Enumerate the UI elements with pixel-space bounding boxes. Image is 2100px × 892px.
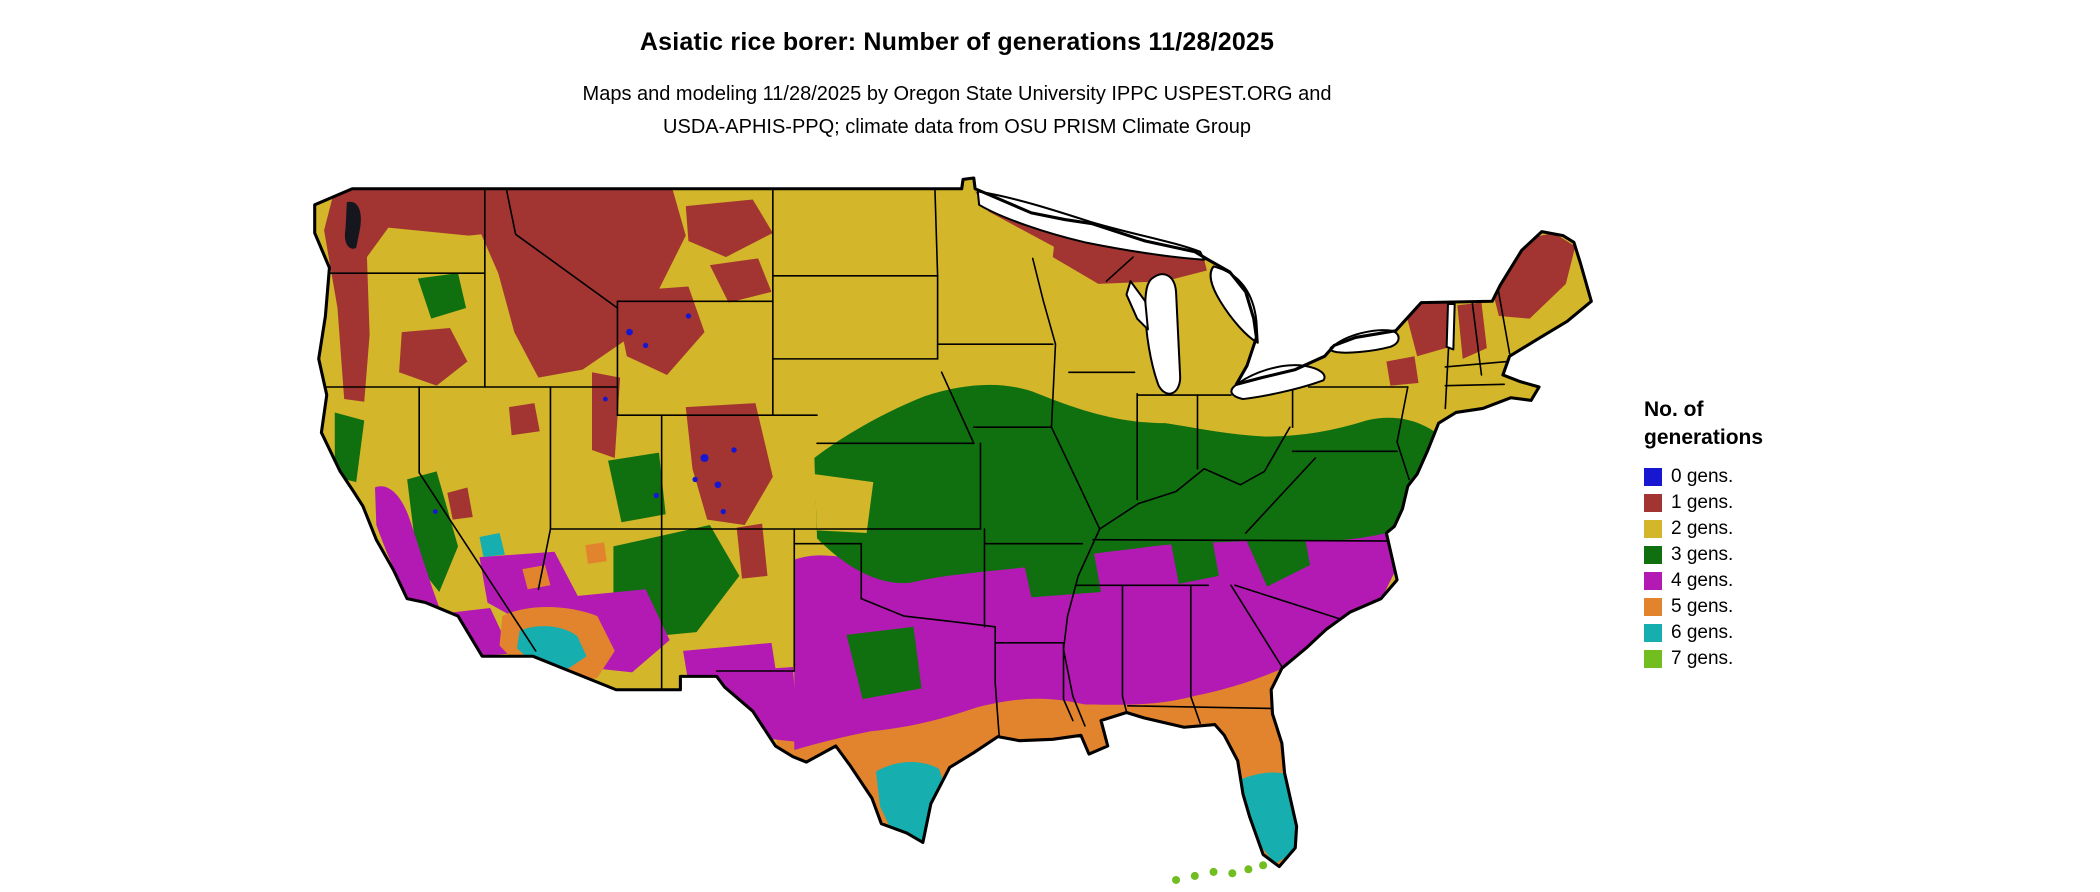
- map-peaks-0-gens: [432, 313, 737, 515]
- legend-item-6-gens: 6 gens.: [1644, 620, 1763, 646]
- legend-label-6-gens: 6 gens.: [1671, 621, 1734, 643]
- legend-swatch-0-gens: [1644, 467, 1662, 486]
- puget-sound: [344, 201, 361, 249]
- legend-swatch-2-gens: [1644, 519, 1662, 538]
- legend-label-2-gens: 2 gens.: [1671, 517, 1734, 539]
- legend-item-2-gens: 2 gens.: [1644, 516, 1763, 542]
- legend-swatch-5-gens: [1644, 597, 1662, 616]
- legend-label-0-gens: 0 gens.: [1671, 465, 1734, 487]
- legend-title: No. of generations: [1644, 396, 1763, 453]
- legend-swatch-6-gens: [1644, 623, 1662, 642]
- legend-swatch-4-gens: [1644, 571, 1662, 590]
- lake-michigan: [1144, 273, 1182, 395]
- us-outline: [313, 176, 1593, 869]
- legend-item-3-gens: 3 gens.: [1644, 542, 1763, 568]
- legend-swatch-7-gens: [1644, 649, 1662, 668]
- legend-swatch-3-gens: [1644, 545, 1662, 564]
- lake-erie: [1230, 364, 1326, 401]
- legend-swatch-1-gens: [1644, 493, 1662, 512]
- map-patch-2-gens-sw-kansas: [814, 474, 874, 534]
- subtitle: Maps and modeling 11/28/2025 by Oregon S…: [0, 78, 1914, 144]
- page-title: Asiatic rice borer: Number of generation…: [639, 28, 1275, 56]
- legend-label-4-gens: 4 gens.: [1671, 569, 1734, 591]
- legend-item-5-gens: 5 gens.: [1644, 594, 1763, 620]
- subtitle-line-1: Maps and modeling 11/28/2025 by Oregon S…: [582, 83, 1332, 105]
- legend-label-7-gens: 7 gens.: [1671, 647, 1734, 669]
- legend-item-7-gens: 7 gens.: [1644, 646, 1763, 672]
- legend: No. of generations 0 gens. 1 gens. 2 gen…: [1644, 396, 1763, 672]
- map-patches-6-gens: [479, 533, 1301, 864]
- legend-item-4-gens: 4 gens.: [1644, 568, 1763, 594]
- map-keys-7-gens: [1172, 861, 1268, 884]
- lake-huron: [1209, 265, 1259, 344]
- us-generations-map: [313, 176, 1593, 884]
- map-band-3-gens: [334, 273, 1444, 700]
- legend-title-line-2: generations: [1644, 426, 1764, 450]
- lake-champlain: [1445, 302, 1456, 351]
- legend-label-3-gens: 3 gens.: [1671, 543, 1734, 565]
- legend-item-0-gens: 0 gens.: [1644, 464, 1763, 490]
- legend-label-5-gens: 5 gens.: [1671, 595, 1734, 617]
- legend-title-line-1: No. of: [1644, 398, 1704, 421]
- subtitle-line-2: USDA-APHIS-PPQ; climate data from OSU PR…: [663, 116, 1251, 138]
- green-bay: [1125, 280, 1149, 331]
- legend-label-1-gens: 1 gens.: [1671, 491, 1734, 513]
- lake-ontario: [1329, 329, 1400, 354]
- legend-items: 0 gens. 1 gens. 2 gens. 3 gens. 4 gens. …: [1644, 464, 1763, 672]
- legend-item-1-gens: 1 gens.: [1644, 490, 1763, 516]
- state-borders: [317, 187, 1511, 738]
